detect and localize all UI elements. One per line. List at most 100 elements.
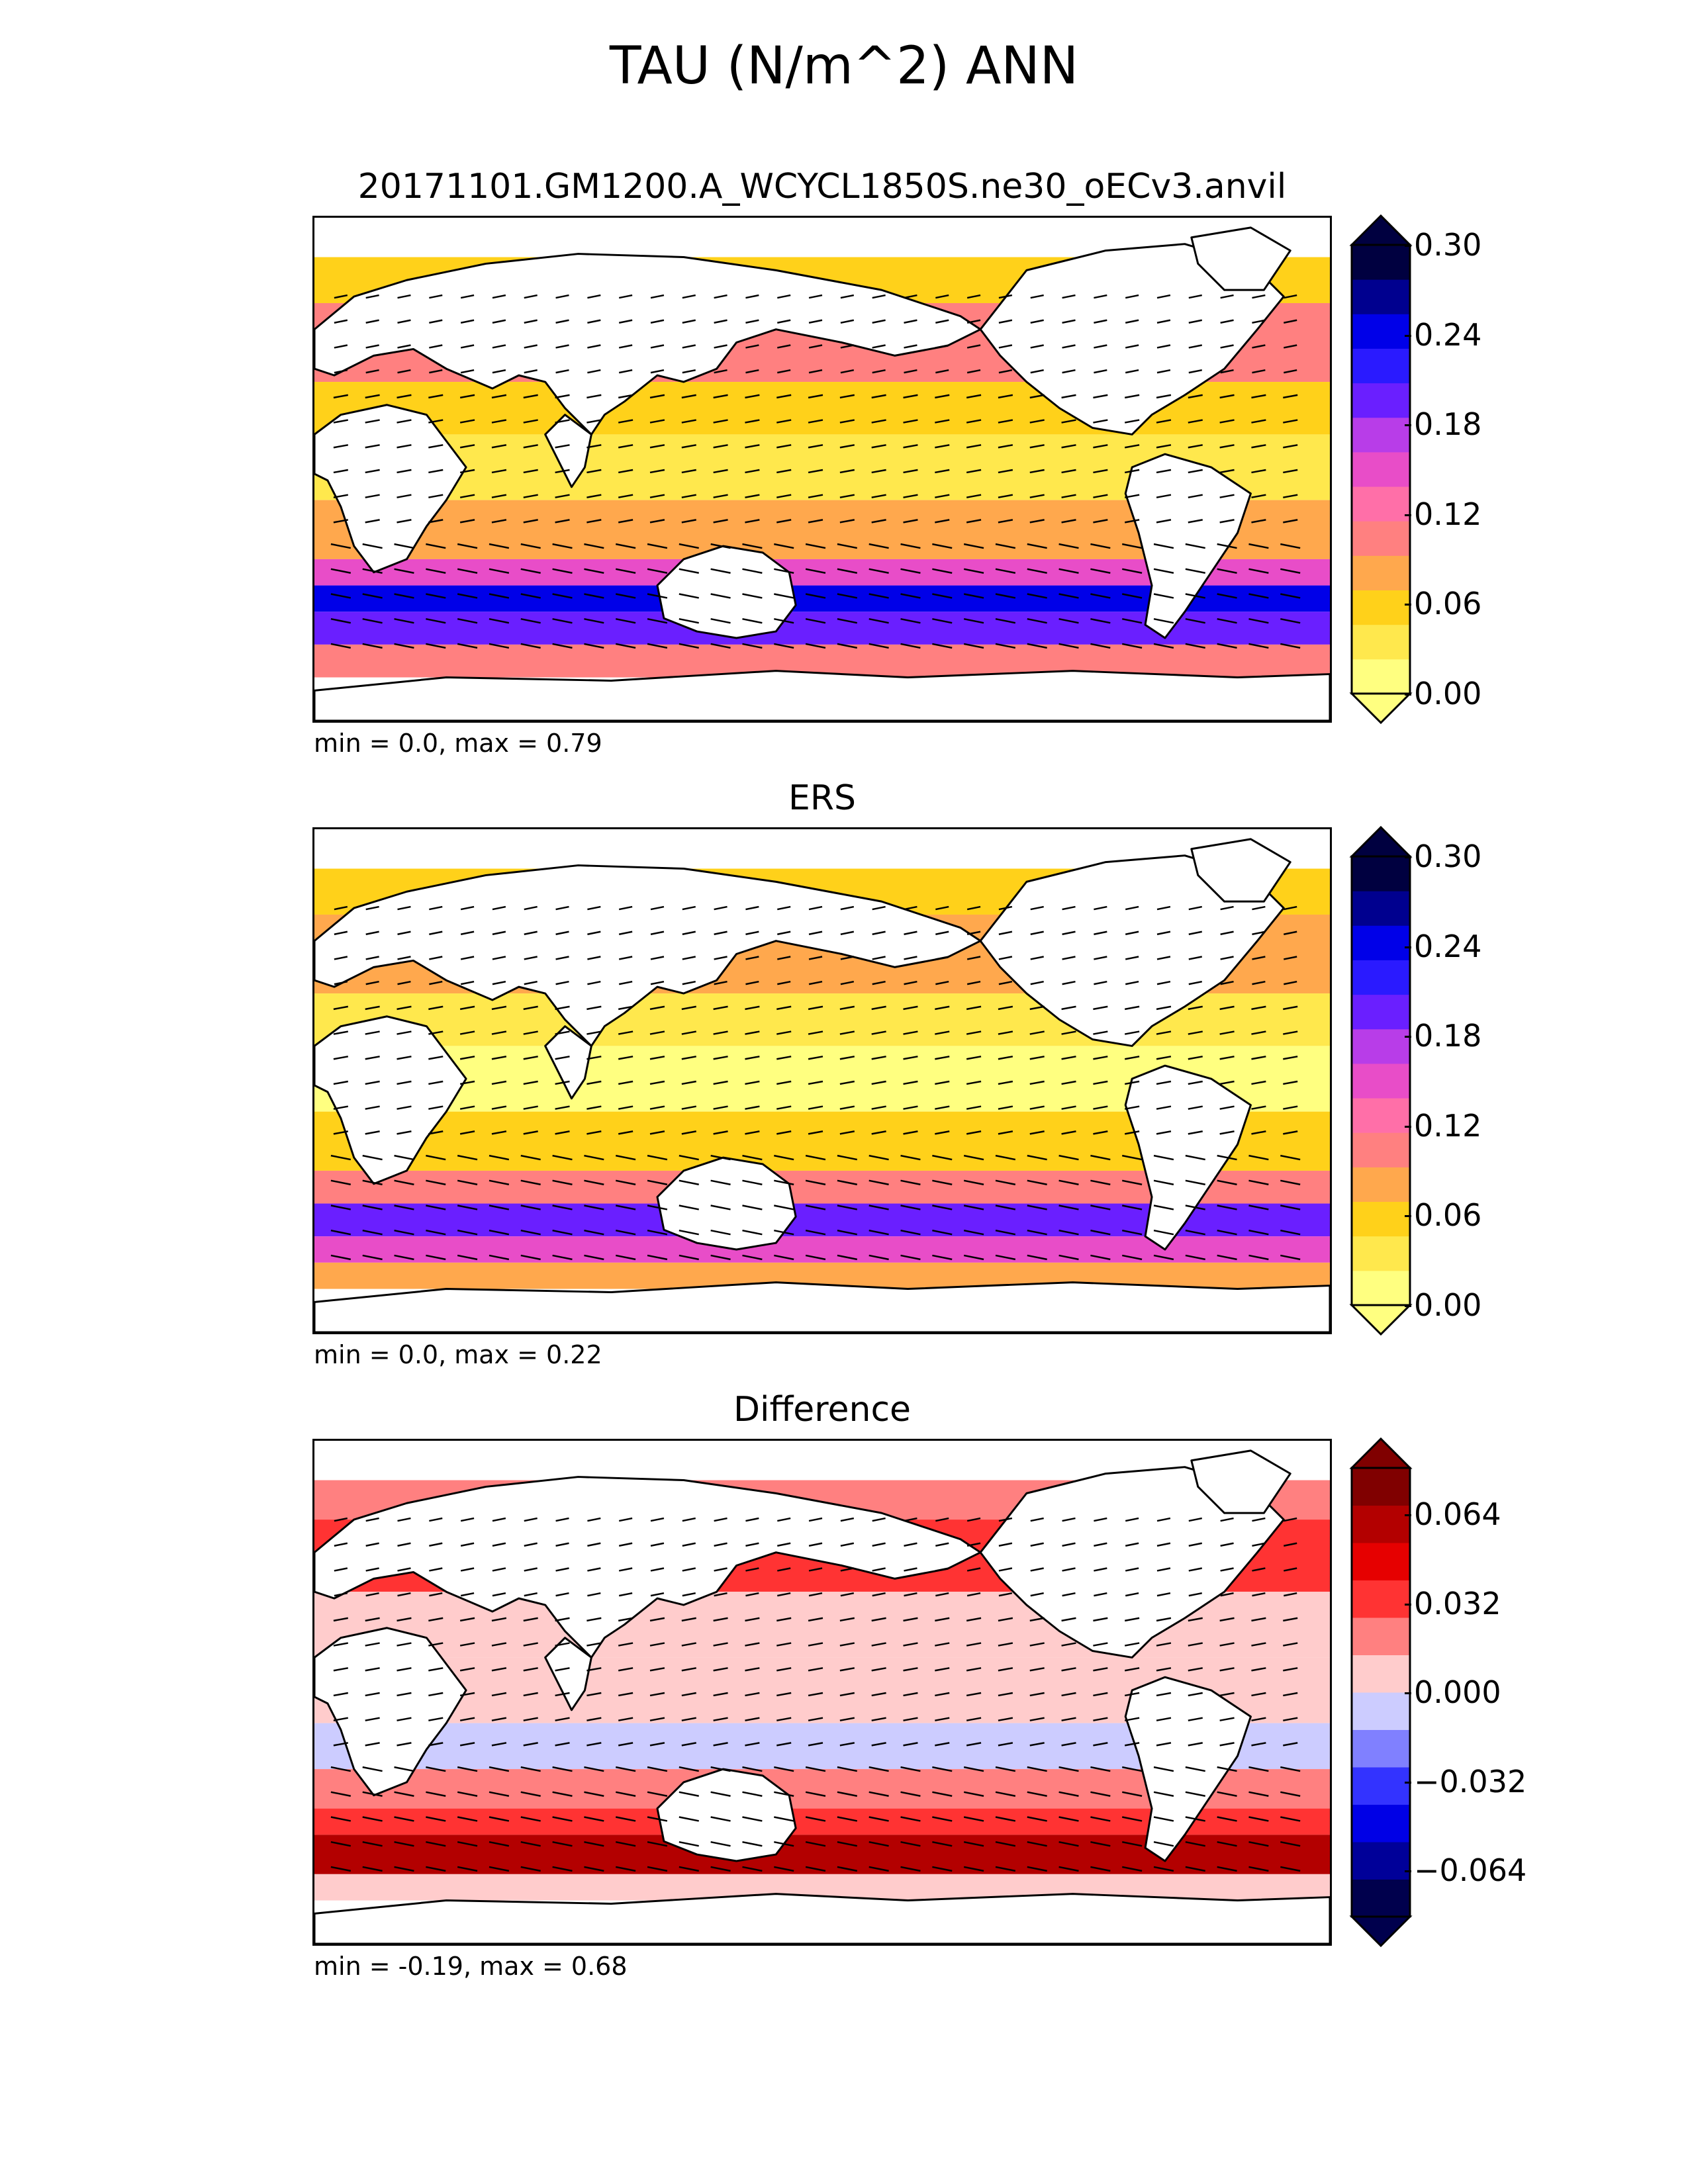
wind-vector bbox=[330, 593, 352, 599]
wind-vector bbox=[489, 1841, 510, 1847]
wind-vector bbox=[584, 568, 604, 574]
wind-vector bbox=[872, 931, 886, 935]
wind-vector bbox=[1121, 1791, 1143, 1797]
wind-vector bbox=[1220, 344, 1234, 349]
wind-vector bbox=[428, 519, 444, 523]
wind-vector bbox=[682, 369, 696, 374]
colorbar-segment bbox=[1352, 314, 1410, 349]
wind-vector bbox=[586, 1617, 602, 1622]
wind-vector bbox=[426, 1229, 446, 1236]
wind-vector bbox=[681, 1692, 696, 1697]
wind-vector bbox=[1027, 1866, 1047, 1872]
wind-vector bbox=[1156, 344, 1171, 349]
wind-vector bbox=[1284, 980, 1297, 985]
wind-vector bbox=[1252, 344, 1266, 349]
colorbar-segment bbox=[1352, 1617, 1410, 1655]
wind-vector bbox=[426, 1254, 446, 1261]
wind-vector bbox=[459, 1642, 475, 1647]
wind-vector bbox=[904, 931, 917, 935]
wind-vector bbox=[1153, 543, 1174, 549]
wind-vector bbox=[394, 1205, 414, 1210]
wind-vector bbox=[555, 394, 570, 399]
wind-vector bbox=[1153, 1816, 1174, 1822]
wind-vector bbox=[1188, 1005, 1203, 1011]
wind-vector bbox=[1058, 1179, 1079, 1185]
panel-title-reference: ERS bbox=[788, 778, 856, 818]
wind-vector bbox=[742, 1229, 763, 1236]
wind-vector bbox=[584, 1154, 604, 1161]
wind-vector bbox=[776, 469, 792, 474]
wind-vector bbox=[362, 1766, 383, 1772]
wind-vector bbox=[1029, 1667, 1045, 1672]
wind-vector bbox=[1094, 369, 1107, 374]
wind-vector bbox=[1124, 1642, 1140, 1647]
wind-vector bbox=[429, 319, 443, 324]
wind-vector bbox=[1090, 1179, 1111, 1185]
wind-vector bbox=[682, 294, 696, 299]
colorbar-tick: 0.06 bbox=[1404, 1197, 1482, 1234]
wind-vector bbox=[615, 1866, 636, 1872]
wind-vector bbox=[1220, 1567, 1234, 1572]
wind-vector bbox=[1030, 980, 1044, 985]
wind-vector bbox=[362, 1205, 383, 1210]
wind-vector bbox=[1030, 956, 1044, 960]
wind-vector bbox=[808, 980, 823, 985]
colorbar-tick: 0.032 bbox=[1405, 1585, 1501, 1621]
wind-vector bbox=[394, 1154, 414, 1161]
colorbar-segment bbox=[1352, 1468, 1410, 1506]
wind-vector bbox=[1284, 1542, 1297, 1547]
wind-vector bbox=[679, 643, 699, 649]
wind-vector bbox=[966, 369, 981, 374]
colorbar-segment bbox=[1352, 1692, 1410, 1730]
wind-vector bbox=[491, 1056, 507, 1060]
wind-vector bbox=[998, 469, 1013, 474]
wind-vector bbox=[457, 568, 478, 574]
wind-vector bbox=[995, 543, 1016, 549]
colorbar-extend-max bbox=[1349, 825, 1413, 858]
wind-vector bbox=[1188, 469, 1203, 474]
wind-vector bbox=[1188, 419, 1203, 424]
wind-vector bbox=[1280, 617, 1301, 624]
wind-vector bbox=[995, 1229, 1016, 1236]
wind-vector bbox=[1062, 905, 1076, 911]
wind-vector bbox=[586, 444, 602, 449]
colorbar-segment bbox=[1352, 451, 1410, 487]
wind-vector bbox=[460, 956, 475, 960]
wind-vector bbox=[429, 1592, 443, 1597]
wind-vector bbox=[1027, 1816, 1047, 1822]
land-antarctica bbox=[314, 1893, 1330, 1944]
wind-vector bbox=[1124, 1080, 1140, 1085]
wind-vector bbox=[459, 1130, 475, 1135]
wind-vector bbox=[776, 1617, 792, 1622]
wind-vector bbox=[900, 1179, 921, 1185]
wind-vector bbox=[523, 1617, 538, 1622]
wind-vector bbox=[995, 1254, 1016, 1261]
wind-vector bbox=[840, 1567, 855, 1572]
wind-vector bbox=[1188, 444, 1203, 449]
wind-vector bbox=[745, 294, 759, 299]
wind-vector bbox=[745, 494, 760, 498]
wind-vector bbox=[362, 568, 383, 574]
colorbar-tick: −0.064 bbox=[1404, 1852, 1527, 1888]
wind-vector bbox=[1029, 1617, 1045, 1622]
wind-vector bbox=[1251, 1080, 1266, 1085]
wind-vector bbox=[555, 369, 569, 374]
wind-vector bbox=[1124, 1617, 1140, 1622]
colorbar-segment bbox=[1352, 925, 1410, 960]
wind-vector bbox=[1125, 905, 1139, 911]
wind-vector bbox=[460, 369, 475, 374]
wind-vector bbox=[365, 344, 379, 349]
wind-vector bbox=[839, 1080, 855, 1085]
wind-vector bbox=[523, 1056, 538, 1060]
wind-vector bbox=[868, 1866, 889, 1872]
wind-vector bbox=[840, 905, 855, 911]
colorbar-tick: 0.12 bbox=[1404, 1107, 1482, 1144]
wind-vector bbox=[868, 1154, 889, 1161]
wind-vector bbox=[615, 1816, 636, 1822]
wind-vector bbox=[714, 905, 727, 911]
wind-vector bbox=[774, 643, 794, 649]
wind-vector bbox=[555, 980, 569, 985]
wind-vector bbox=[586, 469, 602, 474]
wind-vector bbox=[963, 1841, 984, 1847]
wind-vector bbox=[520, 1791, 541, 1797]
